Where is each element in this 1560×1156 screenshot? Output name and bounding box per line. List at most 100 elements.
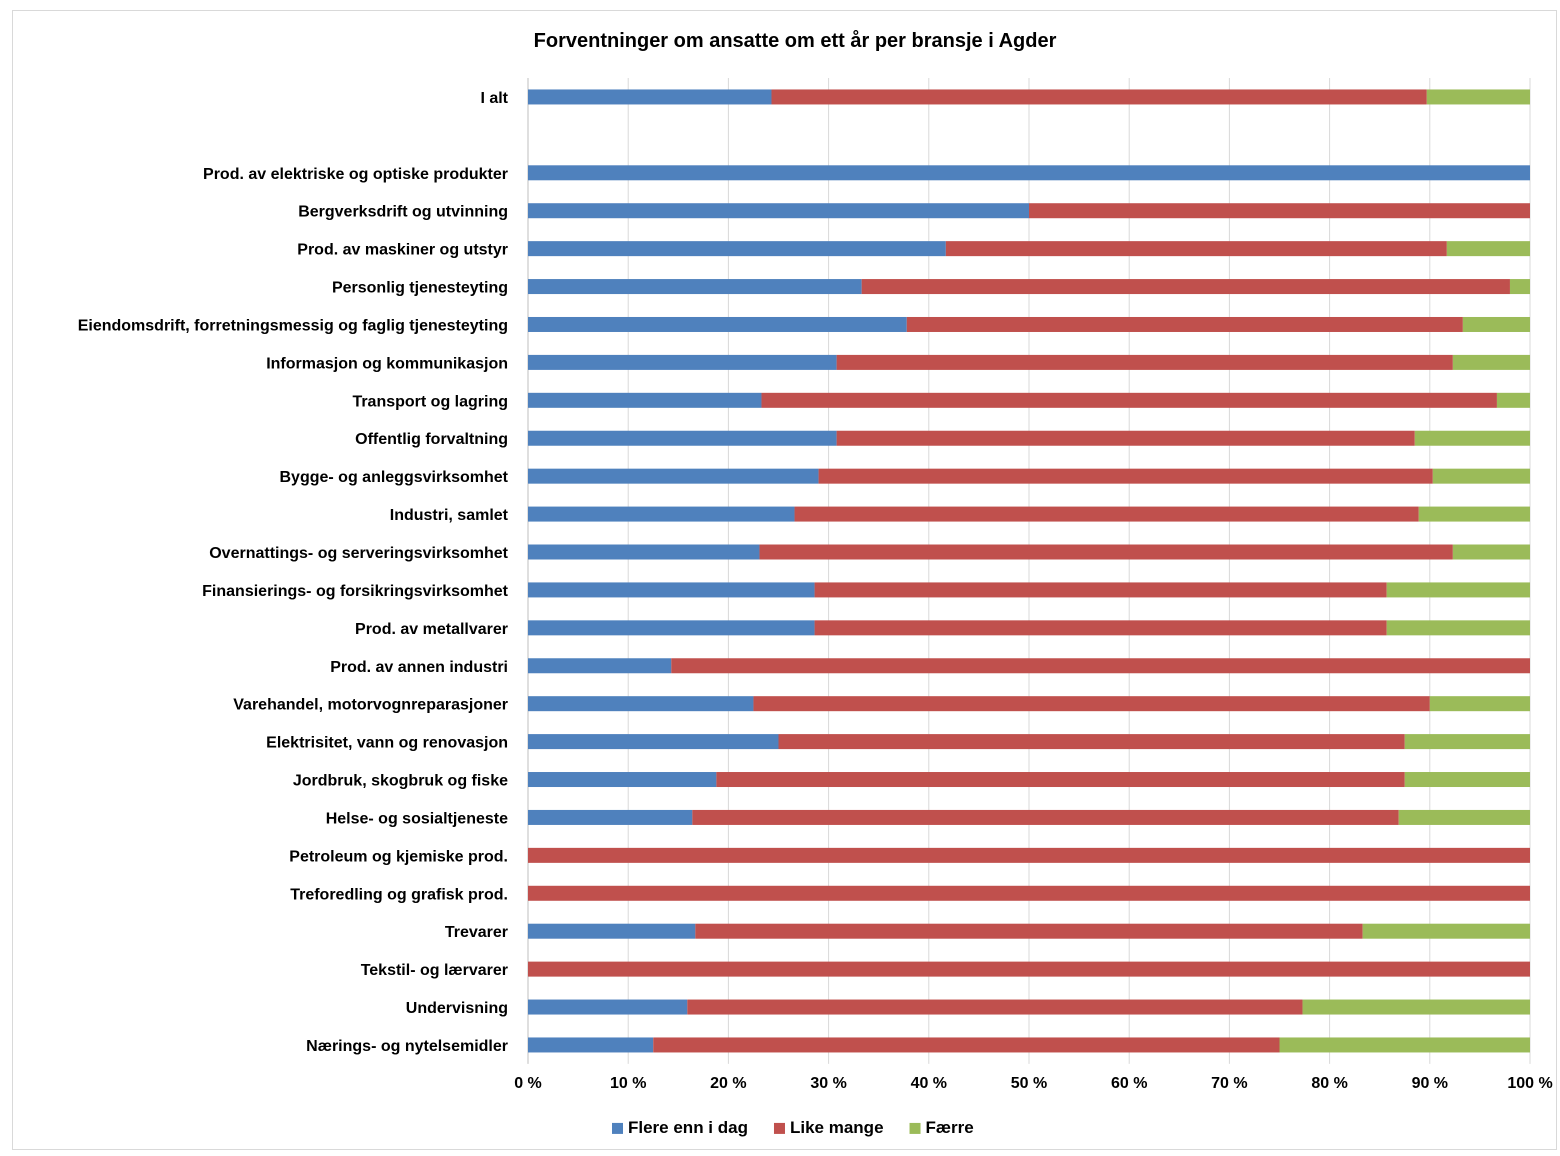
category-label: Eiendomsdrift, forretningsmessig og fagl… (78, 317, 508, 334)
bar-segment-series-1 (716, 772, 1405, 788)
gridlines (527, 78, 1531, 1064)
chart-frame (12, 10, 1557, 1150)
bar-segment-series-2 (1386, 620, 1530, 636)
bar-segment-series-0 (528, 696, 754, 712)
bar-segment-series-1 (687, 999, 1303, 1015)
x-tick-label: 30 % (810, 1075, 846, 1092)
bar-segment-series-0 (528, 241, 946, 257)
bar-segment-series-0 (528, 430, 837, 446)
bar-segment-series-1 (759, 544, 1453, 560)
bar-segment-series-2 (1426, 89, 1530, 105)
bar-segment-series-0 (528, 506, 795, 522)
bar-segment-series-1 (861, 279, 1510, 295)
category-label: Prod. av elektriske og optiske produkter (203, 166, 508, 183)
bar-segment-series-0 (528, 544, 760, 560)
bar-segment-series-2 (1509, 279, 1530, 295)
x-tick-label: 100 % (1507, 1075, 1552, 1092)
x-tick-label: 70 % (1211, 1075, 1247, 1092)
legend-label-2: Færre (926, 1118, 974, 1137)
bar-segment-series-2 (1414, 430, 1530, 446)
bar-segment-series-1 (653, 1037, 1280, 1053)
bar-segment-series-0 (528, 316, 907, 332)
bar-segment-series-0 (528, 582, 815, 598)
bar-segment-series-2 (1279, 1037, 1530, 1053)
bar-segment-series-2 (1386, 582, 1530, 598)
category-label: Offentlig forvaltning (355, 431, 508, 448)
bar-segment-series-2 (1362, 923, 1530, 939)
bar-segment-series-0 (528, 354, 837, 370)
x-tick-label: 10 % (610, 1075, 646, 1092)
bar-segment-series-1 (818, 468, 1433, 484)
bar-segment-series-2 (1462, 316, 1530, 332)
bars (528, 89, 1530, 1053)
legend-swatch-0 (612, 1122, 623, 1134)
bar-segment-series-1 (945, 241, 1447, 257)
bar-segment-series-2 (1452, 544, 1530, 560)
x-tick-label: 60 % (1111, 1075, 1147, 1092)
category-labels: I alt Prod. av elektriske og optiske prod… (78, 90, 509, 1055)
category-label: Bergverksdrift og utvinning (298, 204, 508, 221)
bar-segment-series-0 (528, 1037, 654, 1053)
bar-segment-series-0 (528, 89, 772, 105)
bar-segment-series-2 (1404, 734, 1530, 750)
bar-segment-series-1 (836, 354, 1453, 370)
bar-segment-series-1 (906, 316, 1463, 332)
chart-title: Forventninger om ansatte om ett år per b… (534, 29, 1057, 52)
category-label: Overnattings- og serveringsvirksomhet (209, 545, 508, 562)
bar-segment-series-0 (528, 165, 1530, 181)
bar-segment-series-1 (528, 961, 1530, 977)
bar-segment-series-2 (1432, 468, 1530, 484)
bar-segment-series-1 (814, 620, 1387, 636)
bar-segment-series-0 (528, 203, 1029, 219)
bar-segment-series-0 (528, 658, 672, 674)
category-label: Bygge- og anleggsvirksomhet (280, 469, 509, 486)
bar-segment-series-2 (1404, 772, 1530, 788)
category-label: Finansierings- og forsikringsvirksomhet (202, 583, 509, 600)
legend-swatch-1 (773, 1122, 785, 1134)
category-label: Treforedling og grafisk prod. (290, 886, 508, 903)
bar-segment-series-0 (528, 772, 717, 788)
bar-segment-series-0 (528, 999, 688, 1015)
bar-segment-series-1 (528, 885, 1530, 901)
category-label: Varehandel, motorvognreparasjoner (233, 697, 508, 714)
bar-segment-series-1 (761, 392, 1497, 408)
bar-segment-series-0 (528, 809, 693, 825)
category-label: Prod. av annen industri (330, 659, 508, 676)
bar-segment-series-0 (528, 620, 815, 636)
bar-segment-series-1 (836, 430, 1415, 446)
legend-label-1: Like mange (790, 1118, 884, 1137)
category-label: Trevarer (445, 924, 508, 941)
bar-segment-series-0 (528, 923, 696, 939)
bar-segment-series-2 (1302, 999, 1530, 1015)
category-label: I alt (480, 90, 508, 107)
bar-segment-series-1 (794, 506, 1419, 522)
category-label: Undervisning (406, 1000, 508, 1017)
bar-segment-series-0 (528, 468, 819, 484)
bar-segment-series-1 (1029, 203, 1530, 219)
x-tick-label: 40 % (911, 1075, 947, 1092)
bar-segment-series-1 (528, 847, 1530, 863)
bar-segment-series-1 (671, 658, 1530, 674)
bar-segment-series-2 (1446, 241, 1530, 257)
legend: Flere enn i dag Like mange Færre (612, 1118, 974, 1137)
category-label: Jordbruk, skogbruk og fiske (293, 773, 508, 790)
category-label: Helse- og sosialtjeneste (326, 810, 508, 827)
bar-segment-series-1 (778, 734, 1405, 750)
bar-segment-series-2 (1452, 354, 1530, 370)
category-label: Transport og lagring (352, 393, 508, 410)
bar-segment-series-2 (1429, 696, 1530, 712)
bar-segment-series-1 (814, 582, 1387, 598)
legend-swatch-2 (909, 1122, 921, 1134)
category-label: Personlig tjenesteyting (332, 280, 508, 297)
legend-label-0: Flere enn i dag (628, 1118, 748, 1137)
x-axis-ticks: 0 % 10 % 20 % 30 % 40 % 50 % 60 % 70 % 80 % 90 % 1… (514, 1075, 1552, 1092)
bar-segment-series-1 (771, 89, 1427, 105)
category-label: Informasjon og kommunikasjon (266, 355, 508, 372)
x-tick-label: 80 % (1311, 1075, 1347, 1092)
x-tick-label: 90 % (1412, 1075, 1448, 1092)
bar-segment-series-0 (528, 734, 779, 750)
category-label: Nærings- og nytelsemidler (306, 1038, 508, 1055)
category-label: Prod. av maskiner og utstyr (297, 242, 508, 259)
bar-segment-series-2 (1496, 392, 1530, 408)
